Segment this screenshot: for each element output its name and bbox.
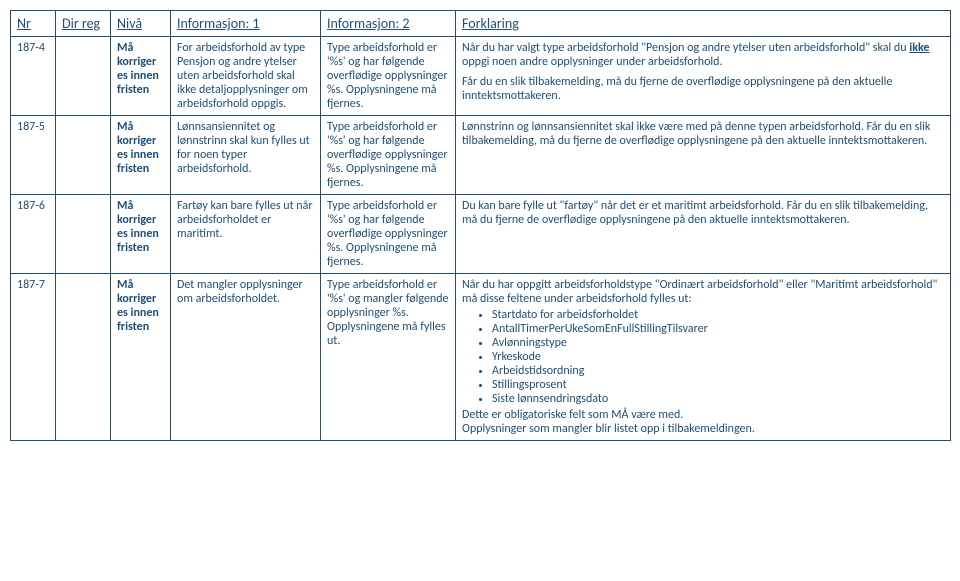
cell-info2: Type arbeidsforhold er '%s' og har følge… xyxy=(321,116,456,195)
cell-info1: Det mangler opplysninger om arbeidsforho… xyxy=(171,274,321,441)
list-item: Arbeidstidsordning xyxy=(492,364,944,378)
info-table: Nr Dir reg Nivå Informasjon: 1 Informasj… xyxy=(10,10,951,441)
list-item: Yrkeskode xyxy=(492,350,944,364)
cell-fork: Du kan bare fylle ut "fartøy" når det er… xyxy=(456,195,951,274)
fork-text: Når du har valgt type arbeidsforhold "Pe… xyxy=(462,41,909,55)
cell-niva: Må korriger es innen fristen xyxy=(111,116,171,195)
cell-nr: 187-7 xyxy=(11,274,56,441)
fork-after: Opplysninger som mangler blir listet opp… xyxy=(462,422,755,436)
header-fork: Forklaring xyxy=(456,11,951,37)
list-item: Startdato for arbeidsforholdet xyxy=(492,308,944,322)
cell-fork: Lønnstrinn og lønnsansiennitet skal ikke… xyxy=(456,116,951,195)
cell-nr: 187-5 xyxy=(11,116,56,195)
cell-niva: Må korriger es innen fristen xyxy=(111,37,171,116)
cell-dir xyxy=(56,195,111,274)
fork-intro: Når du har oppgitt arbeidsforholdstype "… xyxy=(462,278,937,306)
cell-dir xyxy=(56,274,111,441)
header-nr: Nr xyxy=(11,11,56,37)
list-item: Stillingsprosent xyxy=(492,378,944,392)
cell-info2: Type arbeidsforhold er '%s' og har følge… xyxy=(321,37,456,116)
cell-info1: For arbeidsforhold av type Pensjon og an… xyxy=(171,37,321,116)
fork-emph: ikke xyxy=(909,41,929,55)
cell-nr: 187-4 xyxy=(11,37,56,116)
list-item: Avlønningstype xyxy=(492,336,944,350)
cell-info1: Lønnsansiennitet og lønnstrinn skal kun … xyxy=(171,116,321,195)
cell-niva: Må korriger es innen fristen xyxy=(111,274,171,441)
fork-after: Dette er obligatoriske felt som MÅ være … xyxy=(462,408,683,422)
cell-info2: Type arbeidsforhold er '%s' og har følge… xyxy=(321,195,456,274)
fork-bullet-list: Startdato for arbeidsforholdet AntallTim… xyxy=(492,308,944,406)
list-item: Siste lønnsendringsdato xyxy=(492,392,944,406)
cell-niva: Må korriger es innen fristen xyxy=(111,195,171,274)
table-row: 187-6 Må korriger es innen fristen Fartø… xyxy=(11,195,951,274)
cell-dir xyxy=(56,37,111,116)
cell-fork: Når du har oppgitt arbeidsforholdstype "… xyxy=(456,274,951,441)
fork-text: oppgi noen andre opplysninger under arbe… xyxy=(462,55,723,69)
header-dir: Dir reg xyxy=(56,11,111,37)
table-row: 187-7 Må korriger es innen fristen Det m… xyxy=(11,274,951,441)
table-row: 187-4 Må korriger es innen fristen For a… xyxy=(11,37,951,116)
header-niva: Nivå xyxy=(111,11,171,37)
header-info1: Informasjon: 1 xyxy=(171,11,321,37)
list-item: AntallTimerPerUkeSomEnFullStillingTilsva… xyxy=(492,322,944,336)
cell-fork: Når du har valgt type arbeidsforhold "Pe… xyxy=(456,37,951,116)
header-info2: Informasjon: 2 xyxy=(321,11,456,37)
cell-nr: 187-6 xyxy=(11,195,56,274)
table-row: 187-5 Må korriger es innen fristen Lønns… xyxy=(11,116,951,195)
cell-dir xyxy=(56,116,111,195)
fork-text: Får du en slik tilbakemelding, må du fje… xyxy=(462,75,944,103)
cell-info2: Type arbeidsforhold er '%s' og mangler f… xyxy=(321,274,456,441)
cell-info1: Fartøy kan bare fylles ut når arbeidsfor… xyxy=(171,195,321,274)
header-row: Nr Dir reg Nivå Informasjon: 1 Informasj… xyxy=(11,11,951,37)
